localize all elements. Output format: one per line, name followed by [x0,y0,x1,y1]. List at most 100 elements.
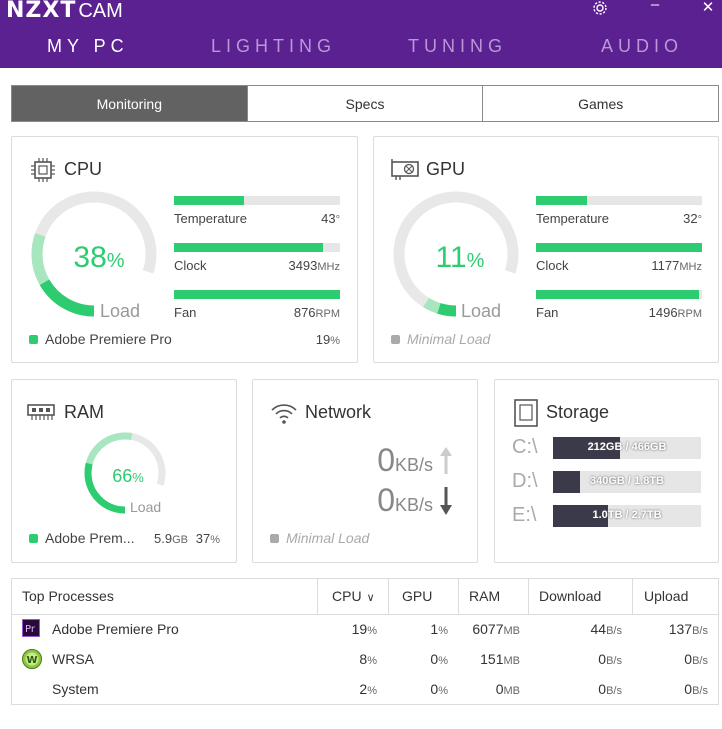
gpu-load-value: 11% [435,241,485,274]
ram-load-label: Load [130,499,162,515]
cpu-card[interactable]: CPU 38% Load Temperature 43° Clock 3493M… [11,136,358,363]
chevron-down-icon: ∨ [366,592,375,604]
minimize-icon[interactable]: – [650,0,660,13]
network-status: Minimal Load [286,530,370,546]
product-name: CAM [78,0,123,22]
gpu-status-dot [391,335,400,344]
process-upload: 137B/s [668,621,708,637]
ram-process-dot [29,534,38,543]
drive-usage-bar: 340GB / 1.8TB [553,471,701,493]
process-ram: 0MB [495,681,520,697]
nav-my-pc[interactable]: MY PC [47,36,129,56]
process-ram: 151MB [480,651,520,667]
header-upload[interactable]: Upload [644,588,689,604]
drive-usage-text: 340GB / 1.8TB [590,475,664,487]
ram-icon [26,402,56,427]
header-top-processes: Top Processes [22,588,114,604]
svg-text:Pr: Pr [25,624,36,635]
tab-games[interactable]: Games [482,86,718,121]
subtab-bar: Monitoring Specs Games [11,85,719,122]
svg-text:W: W [27,655,38,666]
drive-letter: C:\ [512,436,538,458]
tab-monitoring[interactable]: Monitoring [12,86,247,121]
settings-icon[interactable] [588,0,612,20]
process-name: System [52,681,99,697]
network-card[interactable]: Network 0KB/s 0KB/s Minimal Load [252,379,478,563]
ram-title: RAM [64,402,104,422]
ram-card[interactable]: RAM 66% Load Adobe Prem... 5.9GB 37% [11,379,237,563]
top-processes-table: Top Processes CPU ∨ GPU RAM Download Uplo… [11,578,719,705]
process-ram: 6077MB [472,621,520,637]
close-icon[interactable]: ✕ [701,0,715,16]
cpu-process-dot [29,335,38,344]
gpu-temperature-value: 32° [683,211,702,226]
gauge-fill [393,191,519,317]
nav-audio[interactable]: AUDIO [601,36,684,56]
wifi-icon [269,401,299,430]
gpu-temperature-bar [536,196,702,205]
nav-lighting[interactable]: LIGHTING [211,36,337,56]
gpu-card[interactable]: GPU 11% Load Temperature 32° Clock 1177M… [373,136,719,363]
process-download: 44B/s [590,621,622,637]
storage-drive-d: D:\ 340GB / 1.8TB [512,470,712,494]
gpu-clock-value: 1177MHz [651,258,702,273]
storage-title: Storage [546,402,610,422]
cpu-clock-value: 3493MHz [288,258,340,273]
cpu-fan-label: Fan [174,305,197,320]
cpu-temperature-bar [174,196,340,205]
process-download: 0B/s [598,651,622,667]
cpu-fan-bar [174,290,340,299]
header-download[interactable]: Download [539,588,602,604]
drive-usage-bar: 212GB / 466GB [553,437,701,459]
ram-top-process: Adobe Prem... [45,530,135,546]
gpu-load-label: Load [461,301,502,321]
nav-tuning[interactable]: TUNING [408,36,507,56]
process-cpu: 8% [359,651,377,667]
process-gpu: 0% [430,681,448,697]
storage-drive-e: E:\ 1.0TB / 2.7TB [512,504,712,528]
gauge-fill [31,191,157,317]
gpu-title: GPU [426,159,466,179]
network-download-rate: 0KB/s [377,482,433,518]
title-bar: NZXT CAM – ✕ MY PC LIGHTING TUNING AUDIO [0,0,722,68]
cpu-load-value: 38% [73,241,125,274]
process-name: WRSA [52,651,94,667]
wrsa-icon: W [22,649,42,674]
cpu-title: CPU [64,159,103,179]
cpu-icon [29,156,57,189]
drive-usage-bar: 1.0TB / 2.7TB [553,505,701,527]
upload-arrow-icon [439,446,453,481]
cpu-fan-value: 876RPM [293,305,340,320]
storage-drive-c: C:\ 212GB / 466GB [512,436,712,460]
header-ram[interactable]: RAM [469,588,501,604]
process-cpu: 19% [351,621,377,637]
premiere-pro-icon: Pr [22,619,40,642]
cpu-clock-bar [174,243,340,252]
network-upload-rate: 0KB/s [377,442,433,478]
drive-letter: E:\ [512,504,537,526]
header-gpu[interactable]: GPU [402,588,433,604]
ram-load-gauge [84,432,166,514]
cpu-top-process-value: 19% [315,332,340,347]
gpu-clock-bar [536,243,702,252]
cpu-temperature-label: Temperature [174,211,247,226]
app-logo: NZXT CAM [6,0,123,23]
drive-usage-text: 1.0TB / 2.7TB [592,509,662,521]
cpu-load-gauge [31,191,157,317]
gpu-temperature-label: Temperature [536,211,609,226]
network-title: Network [305,402,372,422]
gpu-fan-label: Fan [536,305,559,320]
process-name: Adobe Premiere Pro [52,621,179,637]
process-upload: 0B/s [684,681,708,697]
cpu-temperature-value: 43° [321,211,340,226]
header-cpu-sort[interactable]: CPU ∨ [332,588,375,604]
gpu-clock-label: Clock [536,258,569,273]
storage-card[interactable]: Storage C:\ 212GB / 466GB D:\ 340GB / 1.… [494,379,719,563]
brand-name: NZXT [6,0,77,23]
tab-specs[interactable]: Specs [246,86,483,121]
network-status-dot [270,534,279,543]
cpu-load-label: Load [100,301,141,321]
drive-letter: D:\ [512,470,538,492]
ram-percent: 37% [195,531,220,546]
process-gpu: 1% [430,621,448,637]
